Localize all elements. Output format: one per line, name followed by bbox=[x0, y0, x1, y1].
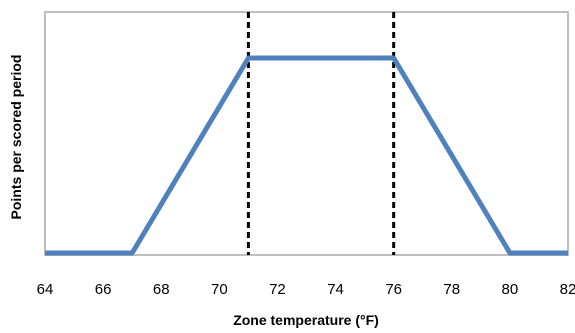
x-tick-label: 70 bbox=[211, 281, 228, 298]
x-tick-label: 76 bbox=[385, 281, 402, 298]
x-tick-label: 82 bbox=[560, 281, 575, 298]
plot-area-border bbox=[44, 11, 569, 256]
x-tick-label: 72 bbox=[269, 281, 286, 298]
series-line-1 bbox=[45, 55, 568, 256]
x-tick-label: 66 bbox=[95, 281, 112, 298]
y-axis-title: Points per scored period bbox=[8, 55, 24, 220]
x-tick-label: 68 bbox=[153, 281, 170, 298]
x-axis-ticks: 64 66 68 70 72 74 76 78 80 82 bbox=[37, 281, 575, 298]
x-tick-label: 78 bbox=[443, 281, 460, 298]
x-tick-label: 74 bbox=[327, 281, 344, 298]
x-tick-label: 80 bbox=[502, 281, 519, 298]
series-layer bbox=[44, 55, 569, 256]
reference-lines bbox=[246, 12, 396, 255]
x-tick-label: 64 bbox=[37, 281, 54, 298]
x-axis-title: Zone temperature (°F) bbox=[233, 312, 379, 328]
